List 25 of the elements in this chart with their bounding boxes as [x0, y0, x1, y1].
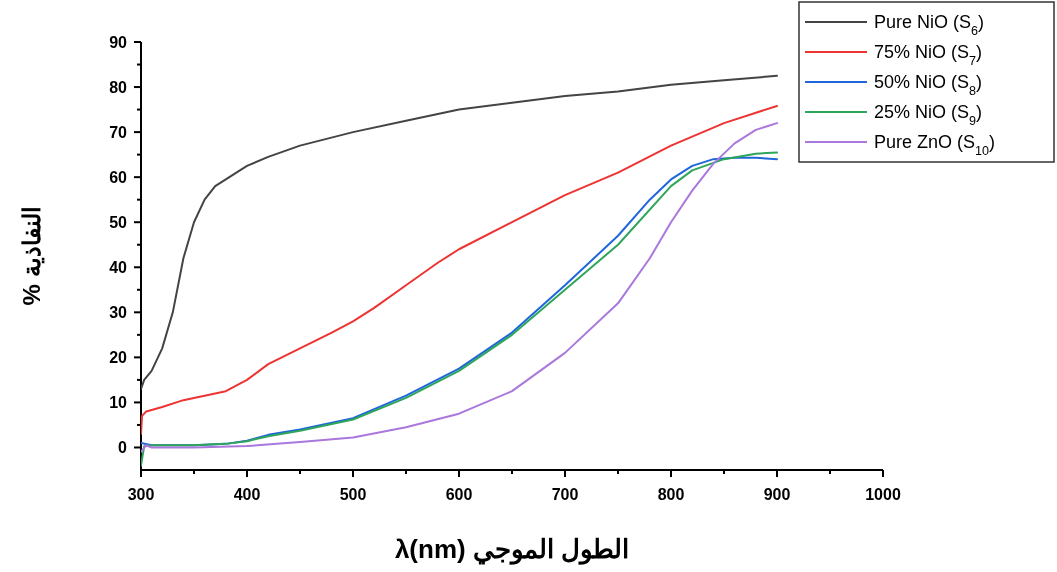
x-tick-label: 900 — [763, 486, 791, 503]
x-tick-label: 300 — [127, 486, 155, 503]
x-tick-label: 700 — [551, 486, 579, 503]
y-tick-label: 0 — [118, 439, 128, 457]
x-tick-label: 400 — [233, 486, 261, 503]
y-tick-label: 30 — [109, 304, 128, 322]
x-tick-label: 800 — [657, 486, 685, 503]
y-tick-label: 20 — [109, 349, 128, 367]
x-tick-label: 1000 — [865, 486, 901, 503]
y-axis-title: % النفاذية — [18, 206, 45, 306]
y-tick-label: 40 — [109, 259, 128, 277]
y-tick-label: 10 — [109, 394, 128, 412]
y-tick-label: 90 — [109, 34, 128, 51]
x-axis-title: λ(nm) الطول الموجي — [394, 534, 630, 565]
legend-label: 25% NiO (S$_{9}$) — [874, 102, 983, 128]
legend-label: Pure ZnO (S$_{10}$) — [874, 132, 996, 158]
y-tick-label: 70 — [109, 124, 128, 142]
x-tick-label: 500 — [339, 486, 367, 503]
y-tick-label: 50 — [109, 214, 128, 232]
y-tick-label: 60 — [109, 169, 128, 187]
y-tick-label: 80 — [109, 79, 128, 97]
legend-label: 50% NiO (S$_{8}$) — [874, 72, 983, 98]
x-tick-label: 600 — [445, 486, 473, 503]
legend-label: Pure NiO (S$_{6}$) — [874, 12, 985, 38]
legend-label: 75% NiO (S$_{7}$) — [874, 42, 983, 68]
